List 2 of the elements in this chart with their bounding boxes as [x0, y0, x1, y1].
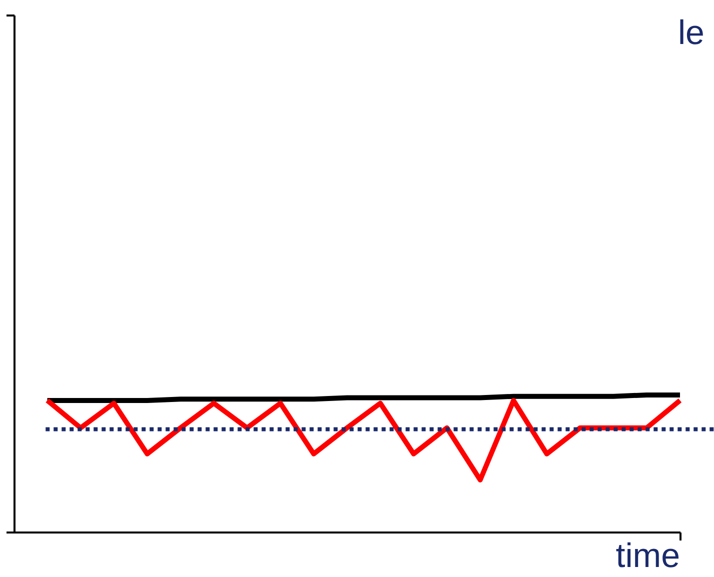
text: le	[678, 14, 704, 52]
x-axis-title: time	[616, 537, 680, 575]
